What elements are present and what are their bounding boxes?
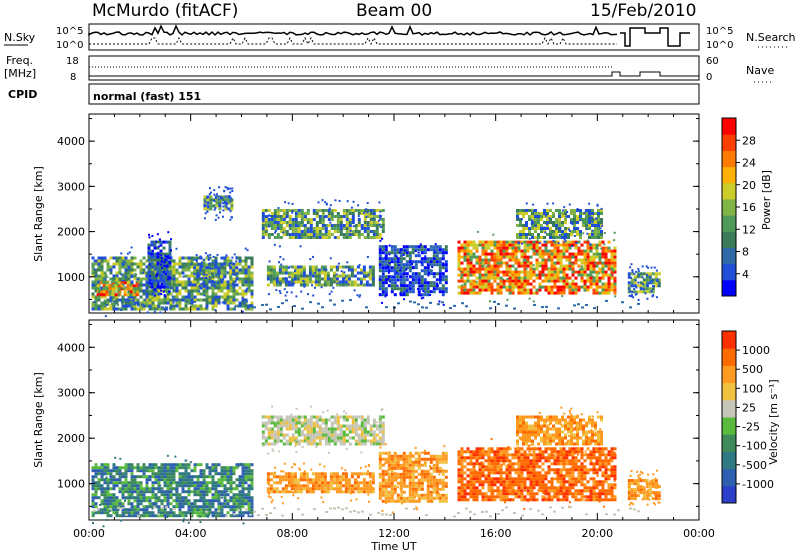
y-tick-label: 2000	[57, 432, 85, 445]
colorbar-segment	[722, 150, 736, 167]
colorbar-segment	[722, 248, 736, 265]
colorbar-segment	[722, 199, 736, 216]
power-panel: 4000 3000 2000 1000 Slant Range [km] 28 24 20…	[32, 114, 773, 317]
x-tick-label: 04:00	[175, 527, 207, 540]
cpid-value: normal (fast) 151	[93, 90, 201, 103]
nsearch-trace	[89, 38, 617, 44]
power-colorbar-label: Power [dB]	[760, 170, 773, 230]
freq-traces	[89, 67, 699, 76]
velocity-data	[92, 406, 661, 528]
colorbar-segment	[722, 451, 736, 469]
power-ylabel: Slant Range [km]	[32, 166, 45, 262]
y-tick-label: 4000	[57, 341, 85, 354]
x-tick-label: 00:00	[73, 527, 105, 540]
y-tick-label: 2000	[57, 226, 85, 239]
colorbar-segment	[722, 264, 736, 281]
velocity-panel: 4000 3000 2000 1000 00:00 04:00 08:00 12:00 16:0…	[32, 320, 780, 553]
colorbar-segment	[722, 486, 736, 504]
colorbar-segment	[722, 400, 736, 418]
colorbar-tick-label: 500	[742, 363, 763, 376]
power-colorbar: 28 24 20 16 12 8 4	[722, 118, 756, 297]
velocity-colorbar-label: Velocity [m s⁻¹]	[767, 379, 780, 464]
freq-trace	[89, 72, 699, 76]
colorbar-tick-label: 20	[742, 179, 756, 192]
colorbar-segment	[722, 280, 736, 297]
nsky-tick-bottom: 10^0	[56, 40, 83, 51]
x-tick-label: 20:00	[581, 527, 613, 540]
colorbar-segment	[722, 469, 736, 487]
colorbar-tick-label: 16	[742, 201, 756, 214]
cpid-label: CPID	[8, 88, 37, 101]
nave-tick-top: 60	[706, 56, 719, 67]
nsearch-tick-bottom: 10^0	[706, 40, 733, 51]
colorbar-tick-label: 8	[742, 246, 749, 259]
colorbar-tick-label: 100	[742, 382, 763, 395]
freq-tick-top: 18	[66, 56, 79, 67]
colorbar-tick-label: -500	[742, 459, 767, 472]
freq-label-2: [MHz]	[4, 67, 36, 80]
colorbar-tick-label: -1000	[742, 478, 774, 491]
colorbar-tick-label: 1000	[742, 344, 770, 357]
colorbar-segment	[722, 331, 736, 349]
nsky-label: N.Sky	[4, 31, 36, 44]
y-tick-label: 4000	[57, 135, 85, 148]
y-tick-label: 3000	[57, 180, 85, 193]
colorbar-segment	[722, 134, 736, 151]
nsky-trace	[89, 26, 617, 35]
colorbar-segment	[722, 365, 736, 383]
nsky-trace-end	[620, 28, 690, 46]
velocity-ylabel: Slant Range [km]	[32, 372, 45, 468]
nave-label: Nave	[746, 64, 774, 77]
x-tick-label: 08:00	[276, 527, 308, 540]
colorbar-segment	[722, 231, 736, 248]
colorbar-tick-label: 24	[742, 157, 756, 170]
colorbar-tick-label: 28	[742, 134, 756, 147]
colorbar-segment	[722, 183, 736, 200]
colorbar-tick-label: 4	[742, 268, 749, 281]
y-tick-label: 1000	[57, 478, 85, 491]
y-tick-label: 3000	[57, 387, 85, 400]
date-label: 15/Feb/2010	[590, 1, 696, 21]
colorbar-tick-label: 25	[742, 401, 756, 414]
colorbar-segment	[722, 383, 736, 401]
nsearch-tick-top: 10^5	[706, 26, 733, 37]
x-tick-label: 16:00	[480, 527, 512, 540]
freq-label-1: Freq.	[6, 54, 33, 67]
colorbar-segment	[722, 348, 736, 366]
nsearch-label: N.Search	[746, 31, 796, 44]
plot-title: McMurdo (fitACF)	[92, 1, 238, 21]
colorbar-segment	[722, 118, 736, 135]
nave-tick-bottom: 0	[706, 72, 712, 83]
colorbar-tick-label: -25	[742, 421, 760, 434]
beam-label: Beam 00	[356, 1, 432, 21]
colorbar-segment	[722, 417, 736, 435]
colorbar-segment	[722, 434, 736, 452]
colorbar-segment	[722, 215, 736, 232]
colorbar-segment	[722, 167, 736, 184]
colorbar-tick-label: 12	[742, 223, 756, 236]
power-data	[92, 186, 661, 317]
x-axis-label: Time UT	[370, 540, 416, 553]
nsky-tick-top: 10^5	[56, 26, 83, 37]
y-tick-label: 1000	[57, 271, 85, 284]
nsky-traces	[89, 26, 690, 46]
x-tick-label: 12:00	[378, 527, 410, 540]
nsky-panel-frame	[89, 24, 699, 50]
colorbar-tick-label: -100	[742, 440, 767, 453]
x-tick-label: 00:00	[683, 527, 715, 540]
freq-tick-bottom: 8	[70, 72, 76, 83]
